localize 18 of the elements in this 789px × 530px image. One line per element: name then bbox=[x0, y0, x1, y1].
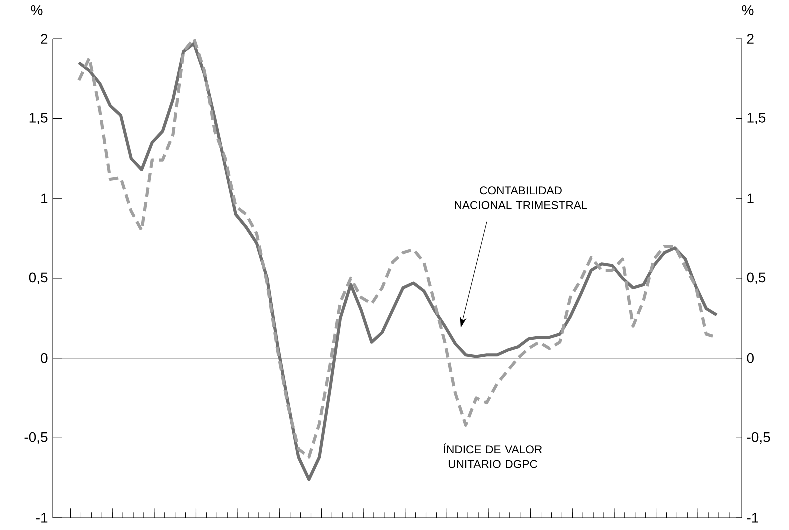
y2-tick-label: -1 bbox=[747, 513, 758, 523]
y-tick-label: 1,5 bbox=[30, 113, 48, 125]
y-axis-title: % bbox=[31, 5, 43, 16]
annotation: CONTABILIDAD NACIONAL TRIMESTRAL bbox=[455, 186, 588, 210]
annotation: ÍNDICE DE VALOR UNITARIO DGPC bbox=[444, 444, 542, 468]
y-tick-label: 0,5 bbox=[29, 272, 48, 284]
y-tick-label: 0 bbox=[41, 353, 48, 364]
y2-tick-label: 1,5 bbox=[748, 113, 766, 125]
y-tick-label: 2 bbox=[41, 34, 48, 44]
y2-axis-title: % bbox=[742, 5, 754, 16]
y2-tick-label: 2 bbox=[747, 34, 754, 44]
y-tick-label: 1 bbox=[42, 194, 48, 204]
y2-tick-label: 0,5 bbox=[747, 272, 766, 284]
y2-tick-label: -0,5 bbox=[747, 432, 770, 444]
y-tick-label: -1 bbox=[36, 513, 48, 523]
y-tick-label: -0,5 bbox=[24, 432, 48, 444]
y2-tick-label: 1 bbox=[748, 194, 754, 204]
y2-tick-label: 0 bbox=[747, 353, 754, 364]
